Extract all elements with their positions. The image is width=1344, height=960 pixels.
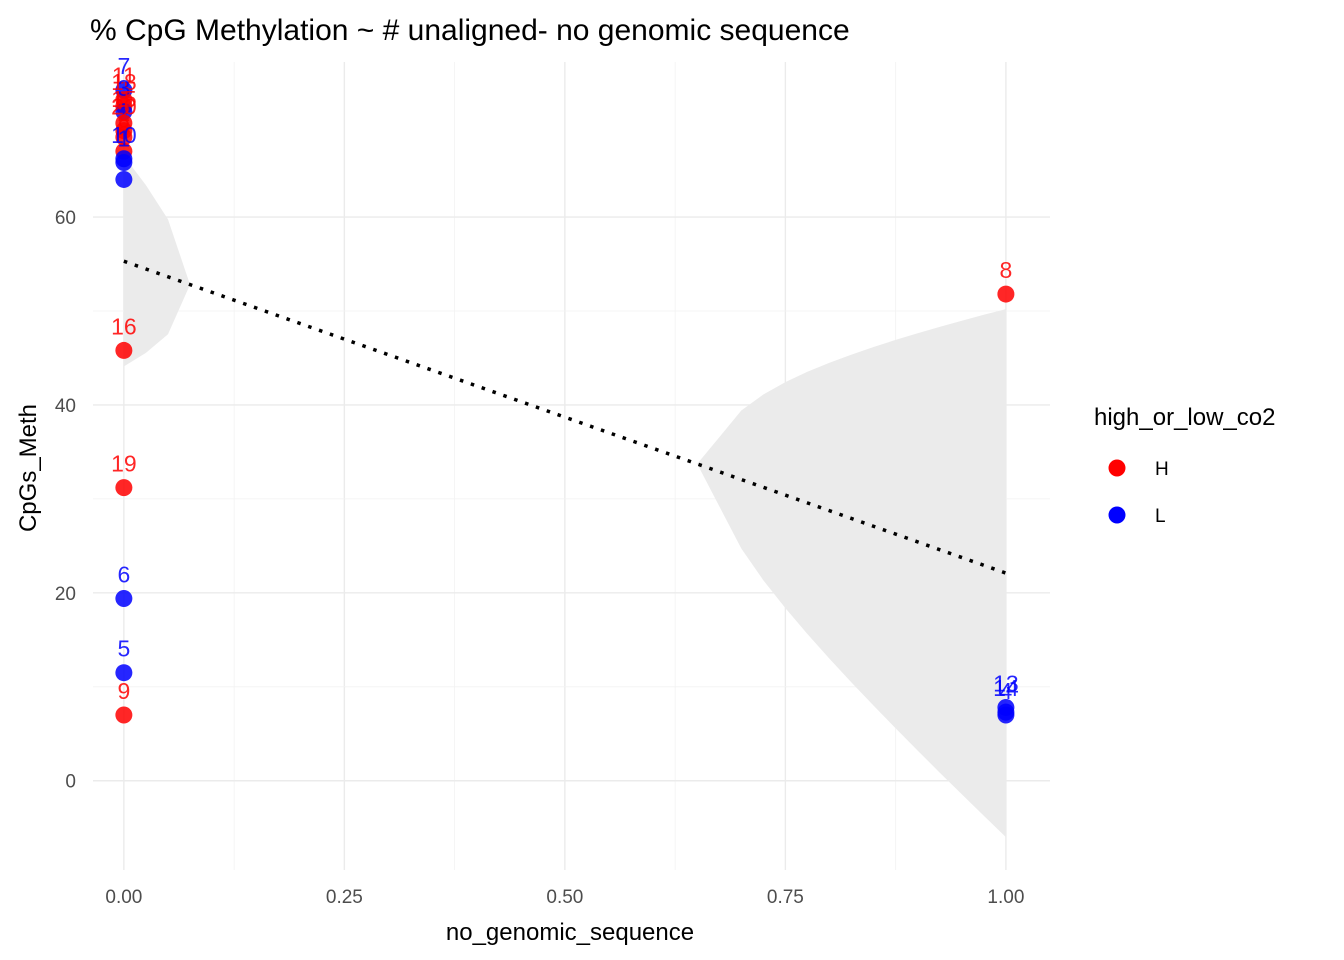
x-axis-title: no_genomic_sequence: [446, 919, 694, 946]
chart-title: % CpG Methylation ~ # unaligned- no geno…: [90, 14, 850, 47]
point-label: 16: [111, 313, 137, 339]
y-tick-label: 20: [55, 584, 76, 605]
point-label: 10: [111, 122, 137, 148]
point-label: 2: [117, 100, 130, 126]
data-point: [115, 128, 133, 146]
point-label: 19: [111, 451, 137, 477]
x-tick-label: 0.50: [546, 887, 583, 908]
confidence-band-layer: [123, 156, 1006, 838]
x-tick-label: 0.00: [105, 887, 142, 908]
legend-label-h: H: [1155, 459, 1169, 480]
point-label: 14: [993, 675, 1019, 701]
data-point: [115, 664, 133, 682]
point-label: 7: [117, 53, 130, 79]
y-tick-labels: 0 20 40 60: [55, 208, 76, 793]
data-point: [115, 154, 133, 172]
point-label: 18: [111, 69, 137, 95]
y-tick-label: 0: [65, 772, 76, 793]
point-label: 3: [117, 75, 130, 101]
point-label: 1: [117, 126, 130, 152]
point-label: 8: [117, 114, 130, 140]
data-point: [115, 706, 133, 724]
data-point: [115, 341, 133, 359]
x-tick-label: 0.25: [326, 887, 363, 908]
point-label: 20: [111, 94, 137, 120]
data-point: [115, 589, 133, 607]
legend-label-l: L: [1155, 506, 1166, 527]
x-tick-label: 0.75: [767, 887, 804, 908]
point-label: 9: [117, 678, 130, 704]
legend: high_or_low_co2 HL: [1094, 404, 1275, 527]
x-tick-labels: 0.00 0.25 0.50 0.75 1.00: [105, 887, 1024, 908]
y-axis-title: CpGs_Meth: [15, 404, 42, 532]
data-points: [115, 81, 1015, 724]
data-point: [997, 706, 1015, 724]
legend-title: high_or_low_co2: [1094, 404, 1275, 431]
legend-entries: HL: [1108, 459, 1169, 527]
point-label: 15: [111, 86, 137, 112]
data-point: [997, 285, 1015, 303]
y-tick-label: 40: [55, 396, 76, 417]
data-point: [115, 479, 133, 497]
point-label: 8: [1000, 257, 1013, 283]
point-label: 11: [112, 63, 136, 89]
legend-key-l: [1108, 506, 1126, 524]
point-label: 4: [1000, 678, 1013, 704]
point-label: 13: [993, 670, 1019, 696]
x-tick-label: 1.00: [987, 887, 1024, 908]
legend-key-h: [1108, 459, 1126, 477]
data-point: [115, 170, 133, 188]
confidence-band: [123, 156, 1006, 838]
point-label: 6: [117, 561, 130, 587]
point-label: 5: [117, 636, 130, 662]
y-tick-label: 60: [55, 208, 76, 229]
